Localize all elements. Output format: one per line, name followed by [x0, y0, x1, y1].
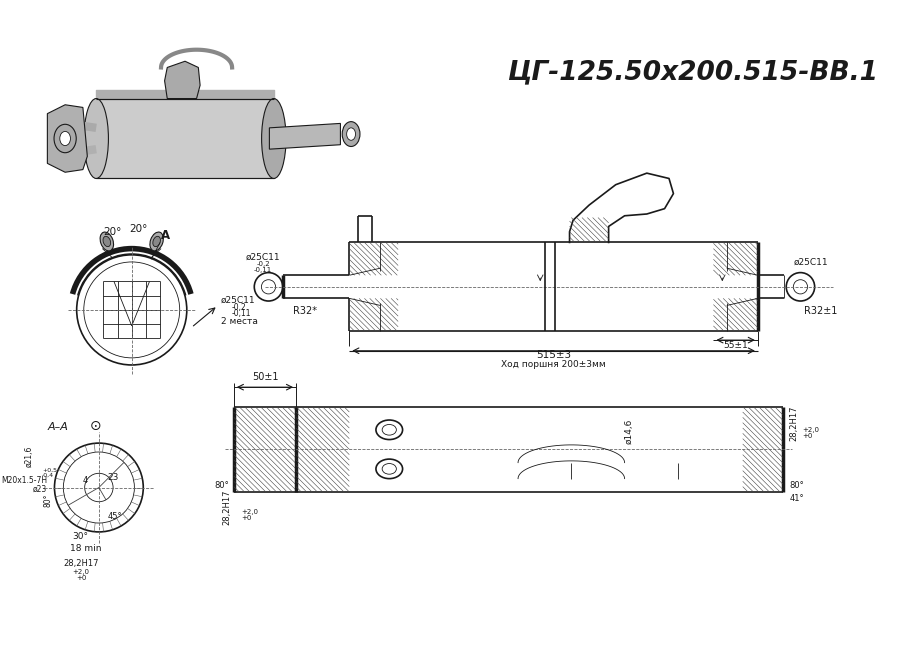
Text: 20°: 20° — [103, 227, 121, 237]
Ellipse shape — [150, 232, 164, 251]
Text: 23: 23 — [108, 473, 119, 482]
Text: 28,2Н17: 28,2Н17 — [63, 558, 98, 567]
Polygon shape — [165, 61, 200, 99]
Text: 41°: 41° — [789, 494, 803, 503]
Text: 50±1: 50±1 — [252, 372, 278, 382]
Ellipse shape — [60, 131, 71, 146]
Text: -0,4: -0,4 — [42, 473, 54, 478]
Text: +0: +0 — [241, 515, 251, 521]
Text: -0,11: -0,11 — [231, 309, 250, 318]
Text: 55±1: 55±1 — [722, 341, 747, 350]
Text: 80°: 80° — [44, 494, 52, 507]
Ellipse shape — [84, 99, 108, 179]
Text: ø21,6: ø21,6 — [25, 446, 34, 467]
Text: 80°: 80° — [214, 480, 229, 489]
Text: +2,0: +2,0 — [241, 509, 257, 515]
Text: 80°: 80° — [789, 480, 803, 489]
Text: 45°: 45° — [108, 512, 122, 521]
Text: +0,5: +0,5 — [42, 467, 57, 473]
Polygon shape — [96, 99, 274, 179]
Text: +0: +0 — [801, 433, 811, 439]
Text: ø14,6: ø14,6 — [624, 419, 633, 444]
Ellipse shape — [346, 128, 355, 140]
Text: 20°: 20° — [130, 224, 148, 234]
Ellipse shape — [100, 232, 113, 251]
Polygon shape — [269, 124, 340, 149]
Text: ⊙: ⊙ — [90, 419, 101, 433]
Text: 28,2Н17: 28,2Н17 — [789, 405, 798, 441]
Text: 18 min: 18 min — [70, 545, 101, 553]
Ellipse shape — [261, 99, 286, 179]
Text: 2 места: 2 места — [221, 317, 257, 326]
Ellipse shape — [54, 124, 76, 153]
Text: +2,0: +2,0 — [801, 426, 818, 432]
Ellipse shape — [342, 122, 359, 146]
Text: ЦГ-125.50х200.515-ВВ.1: ЦГ-125.50х200.515-ВВ.1 — [507, 59, 878, 85]
Text: ø23: ø23 — [33, 485, 47, 494]
Text: ø25С11: ø25С11 — [221, 296, 255, 305]
Text: М20х1.5-7Н: М20х1.5-7Н — [1, 476, 47, 485]
Text: Ход поршня 200±3мм: Ход поршня 200±3мм — [501, 359, 606, 369]
Text: ø25С11: ø25С11 — [245, 252, 280, 261]
Text: А–А: А–А — [47, 422, 68, 432]
Text: 30°: 30° — [73, 532, 88, 541]
Text: +2,0: +2,0 — [73, 569, 89, 575]
Text: -0,2: -0,2 — [256, 261, 269, 267]
Text: 515±3: 515±3 — [536, 350, 571, 360]
Text: ø25С11: ø25С11 — [793, 257, 827, 266]
Polygon shape — [47, 105, 87, 172]
Text: -0,11: -0,11 — [254, 266, 272, 273]
Ellipse shape — [153, 237, 160, 246]
Text: 28,2Н17: 28,2Н17 — [222, 489, 231, 525]
Text: 4: 4 — [83, 476, 88, 485]
Text: R32*: R32* — [293, 306, 317, 317]
Ellipse shape — [103, 237, 110, 246]
Text: +0: +0 — [76, 575, 86, 581]
Text: R32±1: R32±1 — [803, 306, 836, 317]
Text: -0,2: -0,2 — [231, 303, 245, 312]
Text: A: A — [161, 229, 170, 242]
